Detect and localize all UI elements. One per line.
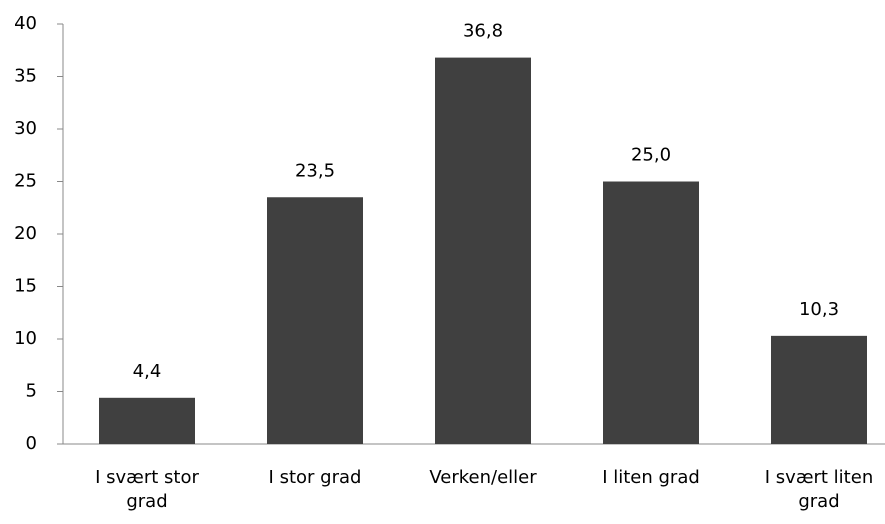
value-label: 4,4 <box>133 361 162 382</box>
value-label: 23,5 <box>295 160 335 181</box>
bar <box>435 57 531 444</box>
bar <box>603 181 699 444</box>
y-tick-label: 25 <box>14 171 37 192</box>
y-tick-label: 0 <box>26 433 37 454</box>
y-tick-label: 5 <box>26 381 37 402</box>
y-tick-label: 20 <box>14 223 37 244</box>
x-tick-label: I stor grad <box>268 467 362 488</box>
y-tick-label: 40 <box>14 13 37 34</box>
y-tick-label: 30 <box>14 118 37 139</box>
x-tick-label: I svært liten grad <box>764 467 874 512</box>
x-tick-label: I liten grad <box>602 467 700 488</box>
value-label: 10,3 <box>799 299 839 320</box>
y-tick-label: 10 <box>14 328 37 349</box>
bar <box>771 335 867 444</box>
bar <box>99 397 195 444</box>
x-tick-label: Verken/eller <box>429 467 537 488</box>
value-label: 25,0 <box>631 145 671 166</box>
x-tick-label: I svært stor grad <box>95 467 199 512</box>
y-tick-label: 15 <box>14 276 37 297</box>
value-label: 36,8 <box>463 21 503 42</box>
y-tick-label: 35 <box>14 66 37 87</box>
bar <box>267 197 363 444</box>
